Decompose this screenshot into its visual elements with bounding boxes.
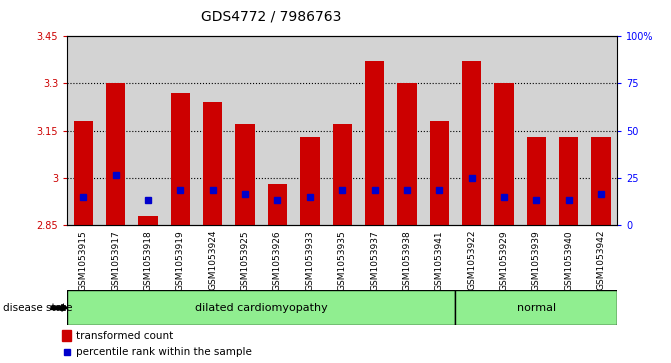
- Bar: [170, 93, 190, 225]
- Bar: [62, 330, 71, 341]
- FancyBboxPatch shape: [67, 290, 456, 325]
- Bar: [333, 125, 352, 225]
- Bar: [203, 102, 223, 225]
- Bar: [591, 137, 611, 225]
- Text: percentile rank within the sample: percentile rank within the sample: [76, 347, 252, 357]
- Bar: [365, 61, 384, 225]
- Bar: [527, 137, 546, 225]
- Bar: [397, 83, 417, 225]
- Text: disease state: disease state: [3, 303, 73, 313]
- Bar: [300, 137, 319, 225]
- Text: dilated cardiomyopathy: dilated cardiomyopathy: [195, 303, 327, 313]
- Bar: [495, 83, 514, 225]
- Bar: [559, 137, 578, 225]
- Bar: [462, 61, 481, 225]
- Text: normal: normal: [517, 303, 556, 313]
- Text: GDS4772 / 7986763: GDS4772 / 7986763: [201, 9, 342, 23]
- Bar: [138, 216, 158, 225]
- Bar: [236, 125, 255, 225]
- FancyBboxPatch shape: [456, 290, 617, 325]
- Bar: [429, 121, 449, 225]
- Bar: [74, 121, 93, 225]
- Text: transformed count: transformed count: [76, 331, 173, 341]
- Bar: [106, 83, 125, 225]
- Bar: [268, 184, 287, 225]
